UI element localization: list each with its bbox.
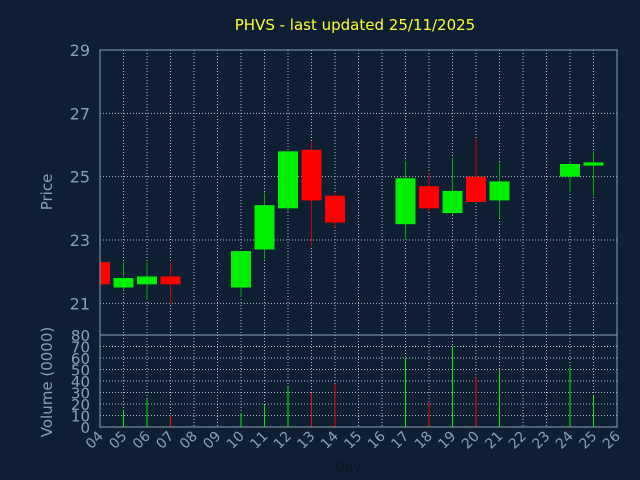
volume-tick-label: 70 [71, 339, 90, 357]
volume-bar [593, 395, 594, 427]
volume-tick-label: 40 [71, 373, 90, 391]
volume-axis-label: Volume (0000) [38, 327, 56, 437]
candle-body [160, 276, 181, 285]
x-tick-label: 15 [341, 429, 365, 453]
candle-body [489, 181, 510, 201]
x-tick-label: 13 [294, 429, 318, 453]
x-tick-label: 19 [435, 429, 459, 453]
candle-body [231, 251, 251, 288]
x-tick-label: 18 [412, 429, 436, 453]
volume-bar [146, 399, 148, 427]
x-tick-label: 05 [106, 429, 130, 453]
volume-bar [405, 358, 406, 427]
x-tick-label: 14 [318, 428, 342, 452]
x-tick-label: 16 [365, 428, 389, 452]
volume-bar [428, 402, 430, 427]
candle-body [419, 186, 439, 209]
x-axis-label: Day [334, 460, 362, 476]
volume-tick-label: 80 [71, 327, 90, 345]
x-tick-label: 09 [200, 429, 224, 453]
candle-body [583, 162, 604, 166]
price-tick-label: 21 [70, 294, 90, 313]
volume-bar [475, 377, 477, 427]
volume-bar [264, 405, 265, 427]
volume-tick-label: 10 [71, 408, 90, 426]
x-tick-label: 25 [576, 429, 600, 453]
price-tick-label: 25 [70, 168, 90, 187]
candle-body [137, 276, 157, 285]
x-tick-label: 07 [153, 429, 177, 453]
volume-tick-label: 60 [71, 350, 90, 368]
volume-tick-label: 30 [71, 385, 90, 403]
candle-body [254, 205, 275, 250]
candle-body [301, 149, 322, 201]
x-tick-label: 26 [600, 428, 624, 452]
price-tick-label: 23 [70, 231, 90, 250]
volume-plot-frame [99, 334, 618, 428]
candle-body [560, 164, 580, 177]
price-candles [99, 138, 604, 304]
x-tick-label: 17 [388, 429, 412, 453]
chart-title: PHVS - last updated 25/11/2025 [235, 16, 475, 34]
x-tick-label: 06 [130, 428, 154, 452]
x-tick-label: 08 [177, 429, 201, 453]
volume-bars [123, 346, 594, 427]
price-tick-label: 27 [70, 104, 90, 123]
candle-body [278, 151, 298, 209]
volume-bar [123, 409, 124, 427]
volume-bar [452, 346, 453, 427]
volume-bar [240, 413, 242, 427]
x-tick-label: 20 [459, 429, 483, 453]
candle-body [442, 190, 463, 214]
candle-body [113, 278, 134, 288]
volume-tick-label: 20 [71, 396, 90, 414]
x-tick-label: 12 [271, 429, 295, 453]
volume-bar [569, 367, 571, 427]
grid-lines [99, 49, 618, 428]
candle-body [466, 176, 486, 202]
x-tick-label: 23 [529, 429, 553, 453]
x-tick-label: 11 [247, 429, 271, 453]
x-tick-label: 22 [506, 429, 530, 453]
volume-bar [170, 415, 171, 427]
volume-tick-label: 0 [80, 419, 90, 437]
price-axis-label: Price [38, 174, 56, 211]
candle-body [395, 178, 416, 225]
x-tick-label: 10 [224, 429, 248, 453]
x-tick-label: 21 [482, 429, 506, 453]
volume-bar [499, 369, 500, 427]
volume-bar [311, 392, 312, 427]
volume-bar [334, 384, 336, 427]
price-tick-label: 29 [70, 41, 90, 60]
volume-bar [287, 386, 289, 427]
volume-tick-label: 50 [71, 362, 90, 380]
x-tick-label: 24 [553, 428, 577, 452]
candle-body [100, 262, 110, 285]
candle-body [325, 195, 345, 223]
